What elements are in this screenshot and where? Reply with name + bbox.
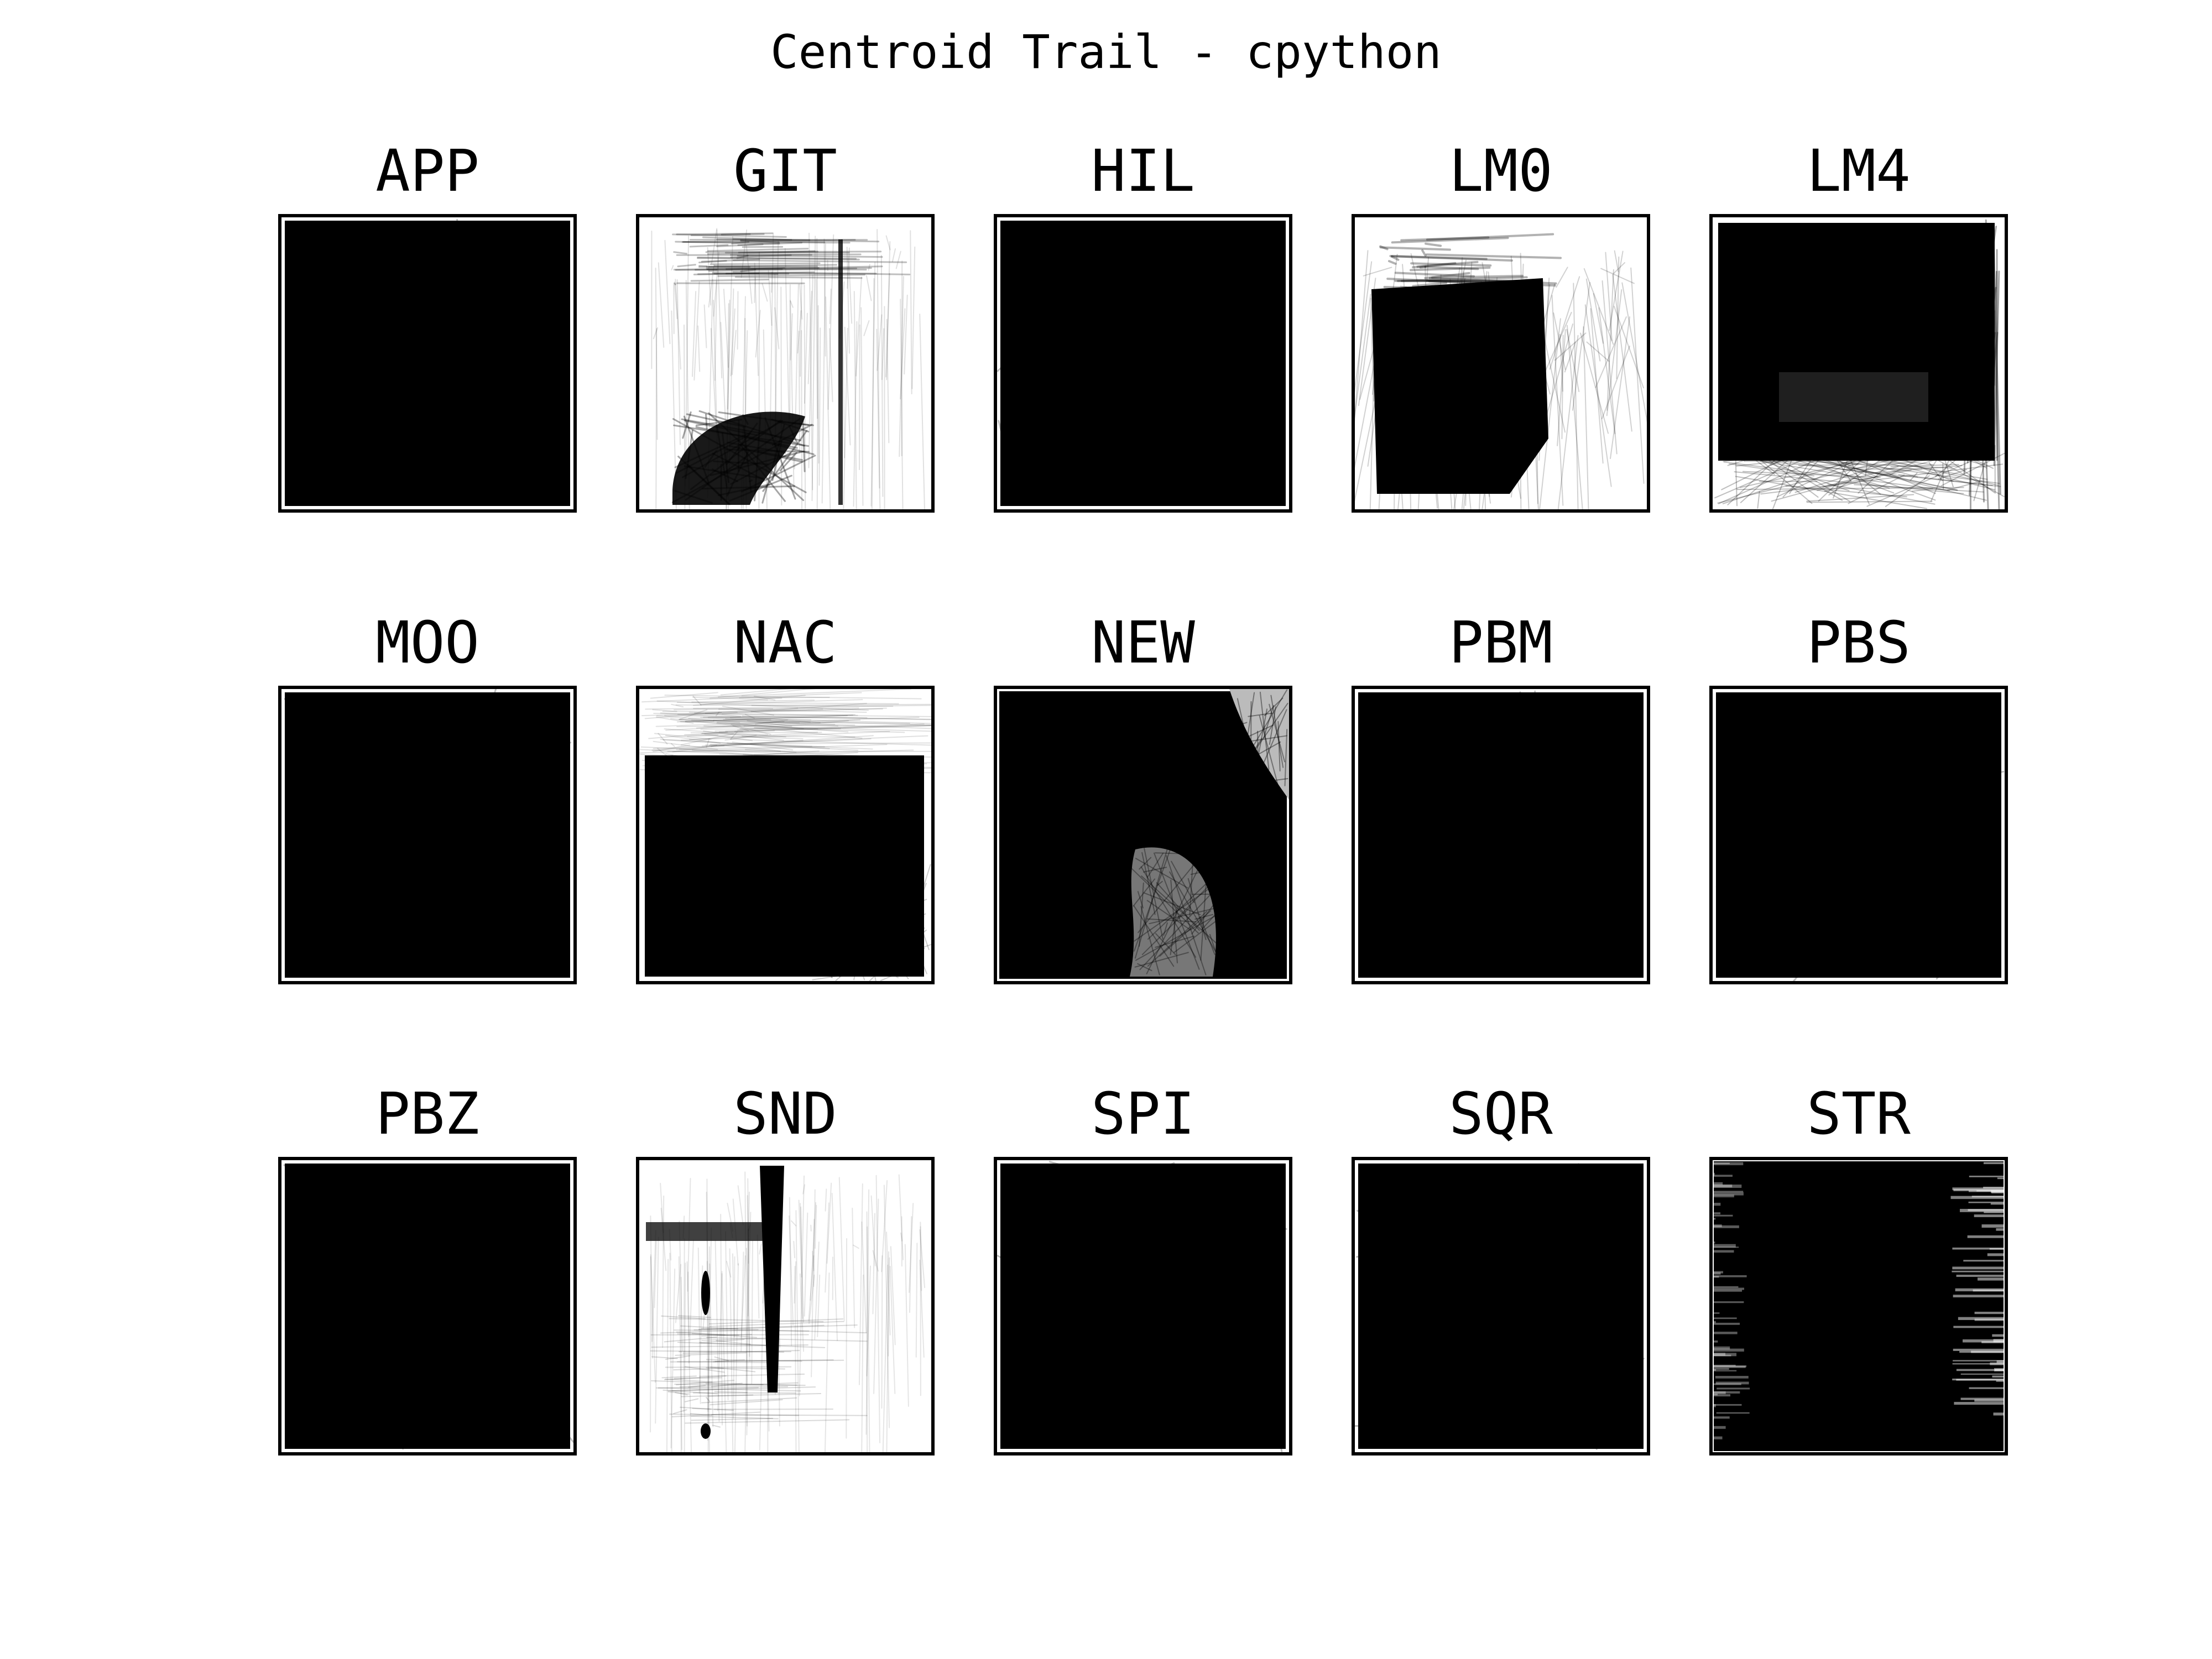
trail-density-map	[1713, 217, 2005, 509]
panel-lm0: LM0	[1352, 135, 1650, 206]
trail-density-map	[997, 689, 1289, 981]
panel-title: LM4	[1709, 135, 2008, 206]
panel-frame	[994, 686, 1292, 984]
panel-frame	[994, 214, 1292, 513]
panel-str: STR	[1709, 1078, 2008, 1149]
panel-frame	[1709, 214, 2008, 513]
trail-density-map	[1355, 689, 1647, 981]
trail-density-map	[281, 1160, 573, 1452]
density-fill	[1000, 1164, 1286, 1449]
trail-density-map	[997, 217, 1289, 509]
panel-title: APP	[278, 135, 577, 206]
trail-density-map	[281, 217, 573, 509]
panel-frame	[636, 686, 935, 984]
panel-pbz: PBZ	[278, 1078, 577, 1149]
panel-frame	[278, 214, 577, 513]
panel-title: PBZ	[278, 1078, 577, 1149]
trail-line	[838, 239, 843, 505]
panel-nac: NAC	[636, 607, 935, 678]
panel-snd: SND	[636, 1078, 935, 1149]
panel-lm4: LM4	[1709, 135, 2008, 206]
chart-title: Centroid Trail - cpython	[0, 25, 2212, 79]
panel-moo: MOO	[278, 607, 577, 678]
panel-frame	[1709, 1157, 2008, 1455]
panel-title: SQR	[1352, 1078, 1650, 1149]
panel-frame	[278, 686, 577, 984]
trail-density-map	[1713, 689, 2005, 981]
density-fill	[1358, 1164, 1644, 1449]
panel-title: SPI	[994, 1078, 1292, 1149]
panel-title: GIT	[636, 135, 935, 206]
density-fill	[285, 692, 570, 978]
panel-title: NAC	[636, 607, 935, 678]
panel-frame	[1709, 686, 2008, 984]
panel-new: NEW	[994, 607, 1292, 678]
trail-strokes	[651, 1316, 867, 1427]
trail-density-map	[1713, 1160, 2005, 1452]
density-fill	[285, 221, 570, 506]
trail-density-map	[639, 1160, 931, 1452]
panel-title: HIL	[994, 135, 1292, 206]
panel-title: LM0	[1352, 135, 1650, 206]
panel-git: GIT	[636, 135, 935, 206]
panel-title: MOO	[278, 607, 577, 678]
panel-frame	[636, 1157, 935, 1455]
trail-density-map	[639, 689, 931, 981]
trail-density-map	[281, 689, 573, 981]
panel-title: SND	[636, 1078, 935, 1149]
panel-title: NEW	[994, 607, 1292, 678]
trail-density-map	[639, 217, 931, 509]
panel-frame	[278, 1157, 577, 1455]
panel-title: STR	[1709, 1078, 2008, 1149]
trail-density-map	[1355, 217, 1647, 509]
panel-spi: SPI	[994, 1078, 1292, 1149]
density-fill	[1714, 1161, 2004, 1451]
panel-hil: HIL	[994, 135, 1292, 206]
trail-strokes	[650, 1172, 925, 1452]
panel-app: APP	[278, 135, 577, 206]
panel-title: PBM	[1352, 607, 1650, 678]
trail-density-map	[997, 1160, 1289, 1452]
panel-title: PBS	[1709, 607, 2008, 678]
panel-pbs: PBS	[1709, 607, 2008, 678]
dense-region	[1718, 223, 1995, 461]
trail-density-map	[1355, 1160, 1647, 1452]
panel-frame	[994, 1157, 1292, 1455]
panel-frame	[1352, 214, 1650, 513]
trail-band	[646, 1222, 773, 1241]
panel-sqr: SQR	[1352, 1078, 1650, 1149]
trail-strokes	[673, 233, 910, 284]
panel-frame	[636, 214, 935, 513]
density-fill	[1716, 692, 2001, 978]
panel-pbm: PBM	[1352, 607, 1650, 678]
panel-frame	[1352, 686, 1650, 984]
panel-frame	[1352, 1157, 1650, 1455]
